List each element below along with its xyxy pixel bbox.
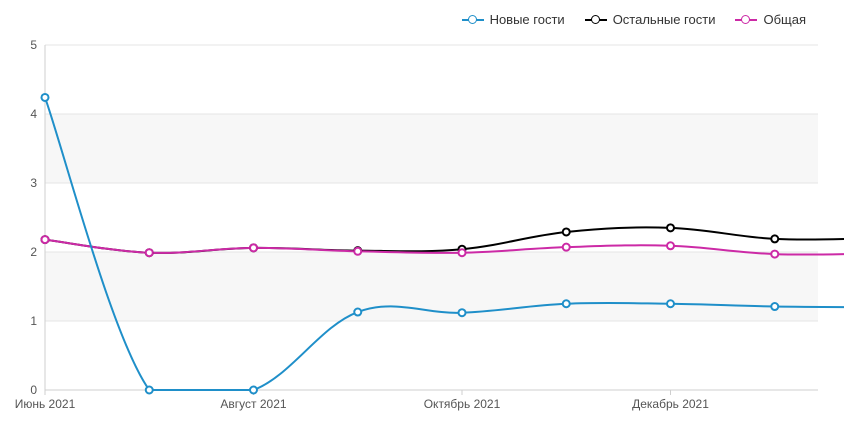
legend-swatch-icon xyxy=(735,14,758,26)
x-tick-label: Декабрь 2021 xyxy=(632,397,709,411)
data-point xyxy=(770,302,780,312)
data-point xyxy=(666,223,675,233)
legend-label: Общая xyxy=(763,12,806,27)
data-point xyxy=(770,234,780,244)
data-point xyxy=(457,308,467,318)
legend-item-total[interactable]: Общая xyxy=(735,12,806,27)
data-point xyxy=(561,242,571,252)
axes: 0 1 2 3 4 5 Июнь 2021 Август 2021 Октябрь 2021 Де… xyxy=(15,38,818,411)
data-point xyxy=(457,248,467,258)
grid-lines xyxy=(45,44,818,391)
data-point xyxy=(144,385,154,395)
x-tick-label: Октябрь 2021 xyxy=(424,397,501,411)
data-point xyxy=(40,235,50,245)
data-point xyxy=(666,241,675,251)
chart-legend: Новые гости Остальные гости Общая xyxy=(461,12,806,27)
data-point xyxy=(353,246,363,256)
y-tick-label: 3 xyxy=(30,176,37,190)
x-tick-label: Июнь 2021 xyxy=(15,397,76,411)
y-tick-label: 0 xyxy=(30,383,37,397)
data-point xyxy=(40,92,50,102)
y-tick-label: 2 xyxy=(30,245,37,259)
data-point xyxy=(249,385,258,395)
plot-bands xyxy=(45,114,818,321)
legend-label: Новые гости xyxy=(489,12,565,27)
data-point xyxy=(353,307,363,317)
y-tick-label: 5 xyxy=(30,38,37,52)
data-point xyxy=(144,248,154,258)
y-tick-label: 1 xyxy=(30,314,37,328)
legend-swatch-icon xyxy=(461,14,484,26)
data-point xyxy=(561,227,571,237)
plot-band xyxy=(45,252,818,321)
data-point xyxy=(249,243,258,253)
y-tick-label: 4 xyxy=(30,107,37,121)
legend-label: Остальные гости xyxy=(612,12,716,27)
legend-swatch-icon xyxy=(584,14,607,26)
legend-item-new-guests[interactable]: Новые гости xyxy=(461,12,565,27)
data-point xyxy=(770,249,780,259)
series-layer xyxy=(40,92,844,395)
x-tick-label: Август 2021 xyxy=(220,397,286,411)
data-point xyxy=(666,299,675,309)
data-point xyxy=(561,299,571,309)
legend-item-other-guests[interactable]: Остальные гости xyxy=(584,12,716,27)
plot-band xyxy=(45,114,818,183)
